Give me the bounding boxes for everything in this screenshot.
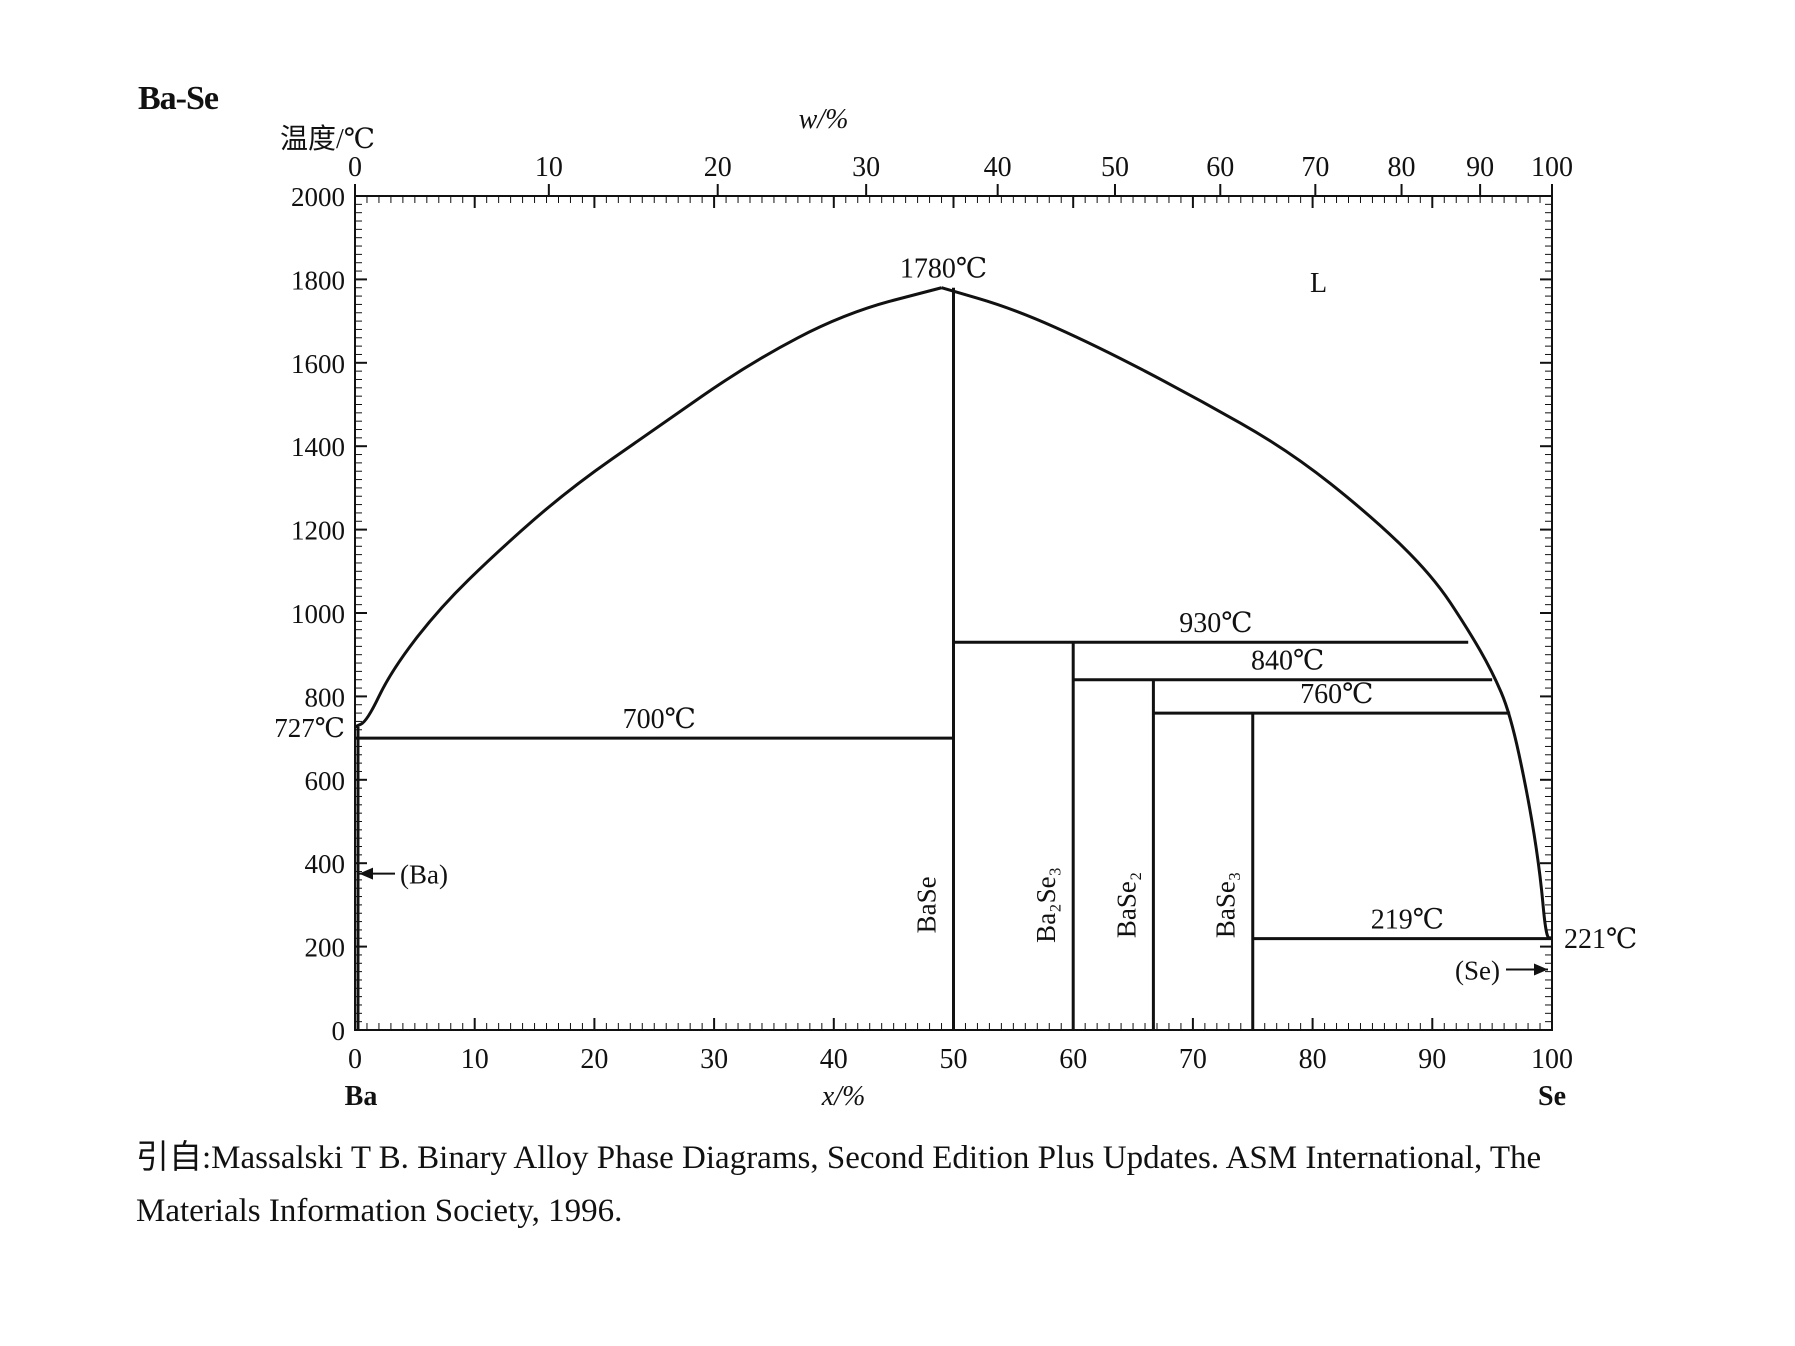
x-top-tick-label: 30 (852, 152, 880, 183)
y-tick-label: 1800 (291, 265, 345, 295)
x-top-tick-label: 100 (1531, 152, 1573, 183)
x-bottom-tick-label: 10 (461, 1044, 489, 1075)
x-bottom-tick-label: 0 (348, 1044, 362, 1075)
source-caption: 引自:Massalski T B. Binary Alloy Phase Dia… (136, 1132, 1541, 1238)
y-tick-label: 800 (305, 682, 346, 712)
phase-curves (354, 286, 1552, 1030)
reaction-temperature-label: 219℃ (1371, 905, 1444, 936)
x-top-tick-label: 80 (1388, 152, 1416, 183)
reaction-temperature-label: 930℃ (1179, 608, 1252, 639)
x-bottom-tick-label: 70 (1179, 1044, 1207, 1075)
liquid-region-label: L (1310, 268, 1327, 299)
caption-line-1: 引自:Massalski T B. Binary Alloy Phase Dia… (136, 1140, 1542, 1176)
x-top-tick-label: 70 (1301, 152, 1329, 183)
se-phase-label: (Se) (1455, 956, 1500, 986)
y-tick-label: 1400 (291, 432, 345, 462)
ba-melting-label: 727℃ (274, 713, 345, 743)
x-bottom-tick-label: 80 (1299, 1044, 1327, 1075)
liquidus-left-curve (354, 286, 942, 729)
x-bottom-axis-title: x/% (821, 1081, 866, 1112)
y-tick-label: 600 (305, 766, 346, 796)
x-top-axis-title: w/% (799, 104, 849, 135)
x-top-tick-label: 60 (1206, 152, 1234, 183)
se-melting-label: 221℃ (1564, 924, 1637, 955)
x-bottom-tick-label: 90 (1418, 1044, 1446, 1075)
y-axis-title: 温度/℃ (280, 123, 375, 155)
compound-label: Ba₂Se₃ (1031, 867, 1061, 943)
left-component-label: Ba (345, 1081, 378, 1112)
y-tick-label: 200 (305, 933, 346, 963)
y-tick-label: 0 (332, 1016, 346, 1046)
x-bottom-tick-label: 40 (820, 1044, 848, 1075)
y-tick-label: 1000 (291, 599, 345, 629)
x-top-tick-label: 90 (1466, 152, 1494, 183)
x-bottom-tick-label: 20 (580, 1044, 608, 1075)
compound-label: BaSe₃ (1211, 872, 1241, 938)
diagram-title: Ba-Se (138, 80, 219, 117)
x-top-tick-label: 0 (348, 152, 362, 183)
right-component-label: Se (1538, 1081, 1566, 1112)
reaction-temperature-label: 760℃ (1300, 679, 1373, 710)
liquidus-right-curve (941, 286, 1552, 940)
y-tick-label: 1600 (291, 349, 345, 379)
compound-label: BaSe₂ (1111, 872, 1141, 938)
x-bottom-tick-label: 100 (1531, 1044, 1573, 1075)
reaction-temperature-label: 700℃ (623, 704, 696, 735)
reaction-temperature-label: 840℃ (1251, 646, 1324, 677)
x-top-tick-label: 20 (704, 152, 732, 183)
x-bottom-tick-label: 30 (700, 1044, 728, 1075)
max-melting-label: 1780℃ (900, 254, 987, 285)
y-tick-label: 2000 (291, 182, 345, 212)
x-bottom-tick-label: 60 (1059, 1044, 1087, 1075)
ba-phase-label: (Ba) (400, 860, 448, 890)
x-top-tick-label: 50 (1101, 152, 1129, 183)
x-top-tick-label: 40 (984, 152, 1012, 183)
se-phase-arrowhead (1534, 963, 1548, 976)
y-tick-label: 400 (305, 849, 346, 879)
y-tick-label: 1200 (291, 516, 345, 546)
x-top-tick-label: 10 (535, 152, 563, 183)
axis-ticks (354, 184, 1553, 1031)
caption-line-2: Materials Information Society, 1996. (136, 1193, 623, 1229)
compound-label: BaSe (912, 876, 942, 933)
x-bottom-tick-label: 50 (940, 1044, 968, 1075)
ba-phase-arrowhead (359, 867, 373, 880)
